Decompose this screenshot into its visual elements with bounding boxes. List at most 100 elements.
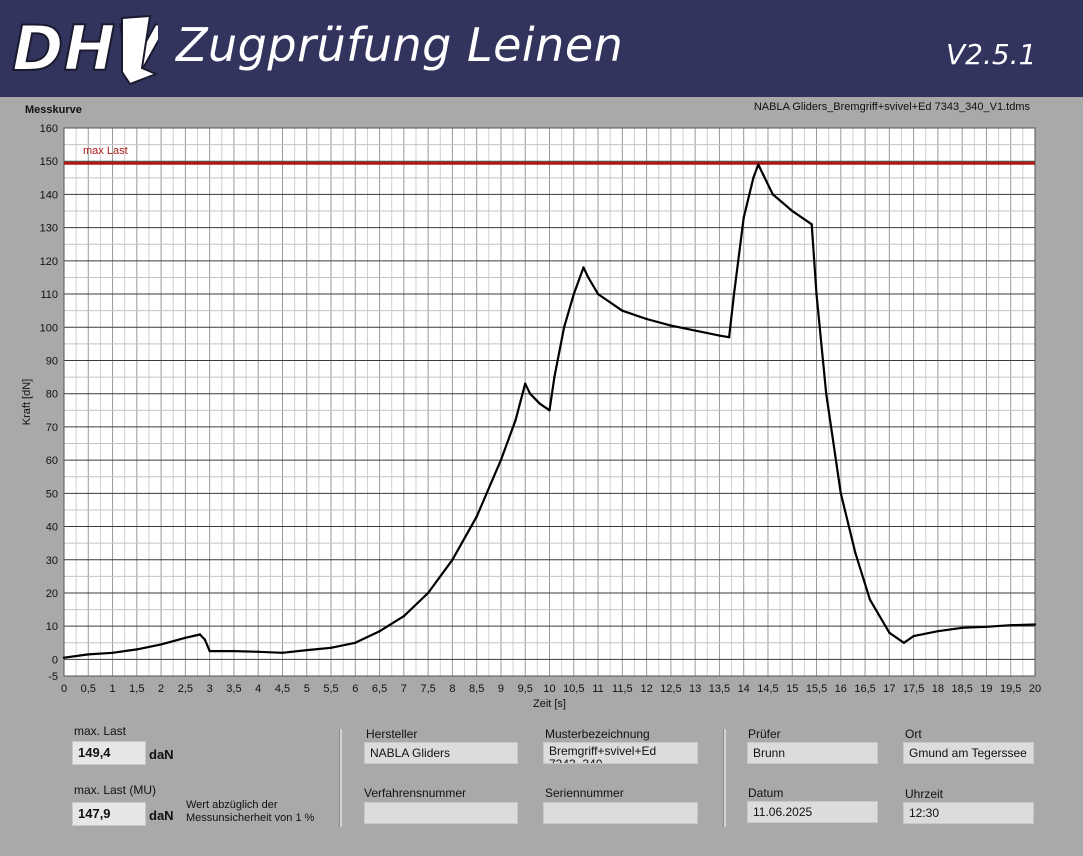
y-tick-label: 140: [40, 189, 58, 201]
force-curve-point: [198, 633, 202, 636]
force-curve-point: [810, 223, 813, 226]
x-tick-label: 20: [1029, 683, 1041, 695]
max-last-value: 149,4: [72, 741, 146, 765]
x-tick-label: 13: [689, 683, 701, 695]
x-tick-label: 11,5: [612, 683, 633, 695]
force-curve-point: [87, 653, 90, 656]
force-curve-point: [524, 382, 527, 385]
plot-frame: [63, 127, 1036, 677]
force-curve-point: [305, 648, 308, 652]
hersteller-field[interactable]: NABLA Gliders: [364, 742, 518, 764]
force-curve-point: [111, 651, 114, 654]
chart-panel: -5 0 10 20 30 40 50 60 70 80 90 100 110 120 130 140 150 1…: [0, 97, 1083, 717]
chart-title: Messkurve: [25, 104, 82, 116]
force-curve-point: [902, 641, 906, 644]
info-panel: max. Last 149,4 daN max. Last (MU) 147,9…: [0, 717, 1083, 856]
verfahren-field[interactable]: [364, 802, 518, 824]
x-tick-label: 9: [498, 683, 504, 695]
dhv-logo: DHV: [11, 11, 158, 86]
force-curve-point: [1033, 623, 1037, 626]
force-curve-point: [159, 643, 163, 646]
force-curve-point: [451, 558, 454, 561]
x-tick-label: 18: [932, 683, 944, 695]
y-tick-label: 50: [46, 488, 58, 500]
datum-field[interactable]: 11.06.2025: [747, 801, 878, 823]
ort-field[interactable]: Gmund am Tegerssee: [903, 742, 1034, 764]
x-tick-label: 15: [786, 683, 798, 695]
x-tick-label: 15,5: [806, 683, 827, 695]
x-tick-label: 19,5: [1000, 683, 1021, 695]
max-last-mu-unit: daN: [149, 808, 174, 823]
y-tick-label: 110: [40, 289, 58, 301]
force-time-chart: -501020304050607080901001101201301401501…: [21, 101, 1041, 710]
pruefer-field[interactable]: Brunn: [747, 742, 878, 764]
x-tick-label: 19: [980, 683, 992, 695]
force-curve-point: [203, 638, 206, 641]
force-curve-point: [553, 375, 556, 379]
separator-left: [339, 729, 342, 827]
muster-label: Musterbezeichnung: [545, 727, 650, 741]
ort-label: Ort: [905, 727, 922, 741]
force-curve-point: [757, 163, 760, 166]
force-curve-point: [888, 631, 891, 635]
force-curve-point: [839, 492, 842, 495]
force-curve-point: [354, 641, 357, 644]
file-name-label: NABLA Gliders_Bremgriff+svivel+Ed 7343_3…: [754, 101, 1031, 113]
force-curve-point: [596, 292, 600, 296]
force-curve-point: [669, 324, 673, 327]
force-curve-point: [562, 326, 566, 329]
x-tick-label: 4: [255, 683, 261, 695]
force-curve-point: [825, 392, 828, 395]
x-tick-label: 1,5: [129, 683, 144, 695]
app-header: DHV Zugprüfung Leinen V2.5.1: [0, 0, 1083, 97]
y-tick-label: 40: [46, 522, 58, 534]
x-tick-label: 6,5: [372, 683, 387, 695]
x-tick-label: 14: [738, 683, 750, 695]
y-axis-label: Kraft [dN]: [21, 379, 33, 425]
force-curve-point: [402, 615, 406, 618]
y-tick-label: 0: [52, 654, 58, 666]
serien-field[interactable]: [543, 802, 698, 824]
x-tick-label: 12,5: [660, 683, 681, 695]
x-tick-label: 14,5: [757, 683, 778, 695]
y-tick-label: 10: [46, 621, 58, 633]
force-curve-point: [548, 409, 551, 412]
hersteller-label: Hersteller: [366, 727, 418, 741]
x-tick-label: 3: [207, 683, 213, 695]
force-curve-point: [208, 649, 211, 653]
x-tick-label: 8,5: [469, 683, 484, 695]
force-curve-point: [718, 334, 721, 337]
y-tick-label: 70: [46, 422, 58, 434]
force-curve-point: [742, 216, 745, 219]
force-curve-point: [868, 598, 872, 601]
x-tick-label: 17,5: [903, 683, 924, 695]
x-tick-label: 0: [61, 683, 67, 695]
x-tick-label: 8: [449, 683, 455, 695]
x-tick-label: 13,5: [709, 683, 730, 695]
y-tick-label: 100: [40, 322, 58, 334]
force-curve-point: [854, 551, 857, 555]
x-tick-label: 0,5: [81, 683, 96, 695]
force-curve-point: [426, 591, 430, 595]
force-curve-point: [752, 176, 755, 180]
verfahren-label: Verfahrensnummer: [364, 786, 467, 800]
y-tick-label: 130: [40, 223, 58, 235]
y-tick-label: 30: [46, 555, 58, 567]
force-curve-point: [281, 651, 284, 654]
y-tick-label: 20: [46, 588, 58, 600]
force-curve-point: [582, 266, 585, 269]
uhrzeit-field[interactable]: 12:30: [903, 802, 1034, 824]
force-curve-point: [693, 329, 697, 332]
app-title: Zugprüfung Leinen: [176, 18, 624, 72]
force-curve-point: [960, 626, 964, 630]
x-tick-label: 16,5: [854, 683, 875, 695]
y-tick-label: 150: [40, 156, 58, 168]
force-curve-point: [232, 649, 236, 653]
force-curve-point: [475, 515, 478, 518]
muster-field[interactable]: Bremgriff+svivel+Ed 7343_340: [543, 742, 698, 764]
force-curve-point: [621, 309, 624, 312]
x-axis-label: Zeit [s]: [533, 698, 566, 710]
force-curve-point: [135, 648, 139, 651]
force-curve-point: [538, 402, 541, 405]
x-tick-label: 12: [640, 683, 652, 695]
